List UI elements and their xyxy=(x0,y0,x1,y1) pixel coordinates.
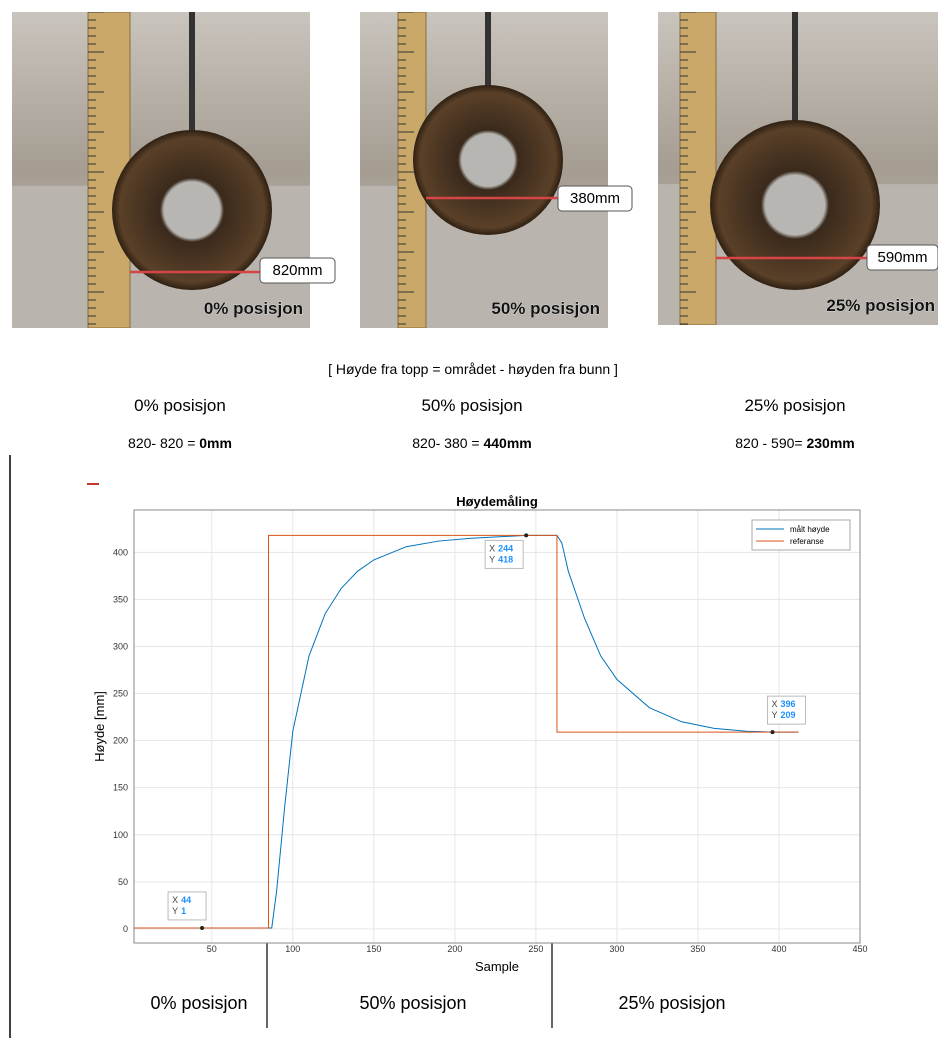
datatip-key: Y xyxy=(489,554,495,564)
y-tick-label: 350 xyxy=(113,594,128,604)
x-tick-label: 100 xyxy=(285,944,300,954)
phase-label: 25% posisjon xyxy=(618,993,725,1013)
y-tick-label: 300 xyxy=(113,641,128,651)
pulley xyxy=(710,120,880,290)
photo: 590mm 25% posisjon xyxy=(658,12,938,325)
x-tick-label: 200 xyxy=(447,944,462,954)
equation-expression: 820 - 590= xyxy=(735,435,806,451)
datatip-row: Y 209 xyxy=(771,710,795,720)
column-title: 0% posisjon xyxy=(134,396,226,415)
y-tick-label: 50 xyxy=(118,877,128,887)
y-axis-label: Høyde [mm] xyxy=(92,691,107,762)
x-tick-label: 400 xyxy=(771,944,786,954)
datatip-key: X xyxy=(771,699,777,709)
chart-title: Høydemåling xyxy=(456,494,538,509)
measurement: 380mm xyxy=(570,190,620,207)
formula: [ Høyde fra topp = området - høyden fra … xyxy=(328,361,618,377)
x-tick-label: 300 xyxy=(609,944,624,954)
y-tick-label: 400 xyxy=(113,547,128,557)
datatip-value: 1 xyxy=(181,906,186,916)
legend-label: referanse xyxy=(790,537,824,546)
datatip-value: 209 xyxy=(781,710,796,720)
y-tick-label: 0 xyxy=(123,924,128,934)
equation-result: 230mm xyxy=(806,435,854,451)
datatip-value: 396 xyxy=(781,699,796,709)
x-tick-label: 150 xyxy=(366,944,381,954)
photo: 820mm 0% posisjon xyxy=(12,12,335,328)
datatip-marker xyxy=(770,730,774,734)
datatip-row: X 396 xyxy=(771,699,795,709)
equation: 820 - 590= 230mm xyxy=(735,435,855,451)
body: [ Høyde fra topp = området - høyden fra … xyxy=(0,0,938,1038)
photo-caption: 50% posisjon xyxy=(491,299,600,318)
measurement: 590mm xyxy=(877,249,927,266)
datatip-key: X xyxy=(172,895,178,905)
x-axis-label: Sample xyxy=(475,959,519,974)
x-tick-label: 450 xyxy=(852,944,867,954)
photo-content xyxy=(360,12,608,328)
x-tick-label: 350 xyxy=(690,944,705,954)
datatip-marker xyxy=(200,926,204,930)
pulley xyxy=(112,130,272,290)
datatip-marker xyxy=(524,533,528,537)
x-tick-label: 250 xyxy=(528,944,543,954)
photo: 380mm 50% posisjon xyxy=(360,12,632,328)
photo-caption: 25% posisjon xyxy=(826,296,935,315)
equation: 820- 820 = 0mm xyxy=(128,435,232,451)
photo-caption: 0% posisjon xyxy=(204,299,303,318)
page: Høydemåling {"photos":[{"measurement":"8… xyxy=(0,0,938,1038)
equation-result: 440mm xyxy=(483,435,531,451)
y-tick-label: 150 xyxy=(113,783,128,793)
equation-result: 0mm xyxy=(199,435,232,451)
y-tick-label: 100 xyxy=(113,830,128,840)
legend: målt høyde referanse xyxy=(752,520,850,550)
datatip-value: 244 xyxy=(498,543,513,553)
datatip-key: Y xyxy=(172,906,178,916)
ruler xyxy=(680,12,716,325)
datatip-key: Y xyxy=(771,710,777,720)
y-tick-label: 200 xyxy=(113,736,128,746)
equation-expression: 820- 380 = xyxy=(412,435,483,451)
measurement: 820mm xyxy=(272,262,322,279)
column-title: 25% posisjon xyxy=(744,396,845,415)
datatip-key: X xyxy=(489,543,495,553)
equation: 820- 380 = 440mm xyxy=(412,435,532,451)
phase-label: 50% posisjon xyxy=(359,993,466,1013)
phase-label: 0% posisjon xyxy=(150,993,247,1013)
legend-label: målt høyde xyxy=(790,525,830,534)
photo-content xyxy=(658,12,938,325)
pulley xyxy=(413,85,563,235)
x-tick-label: 50 xyxy=(207,944,217,954)
equation-expression: 820- 820 = xyxy=(128,435,199,451)
column-title: 50% posisjon xyxy=(421,396,522,415)
datatip-value: 418 xyxy=(498,554,513,564)
datatip-value: 44 xyxy=(181,895,191,905)
page-canvas: [ Høyde fra topp = området - høyden fra … xyxy=(0,0,938,1038)
plot-area xyxy=(134,510,860,943)
y-tick-label: 250 xyxy=(113,689,128,699)
